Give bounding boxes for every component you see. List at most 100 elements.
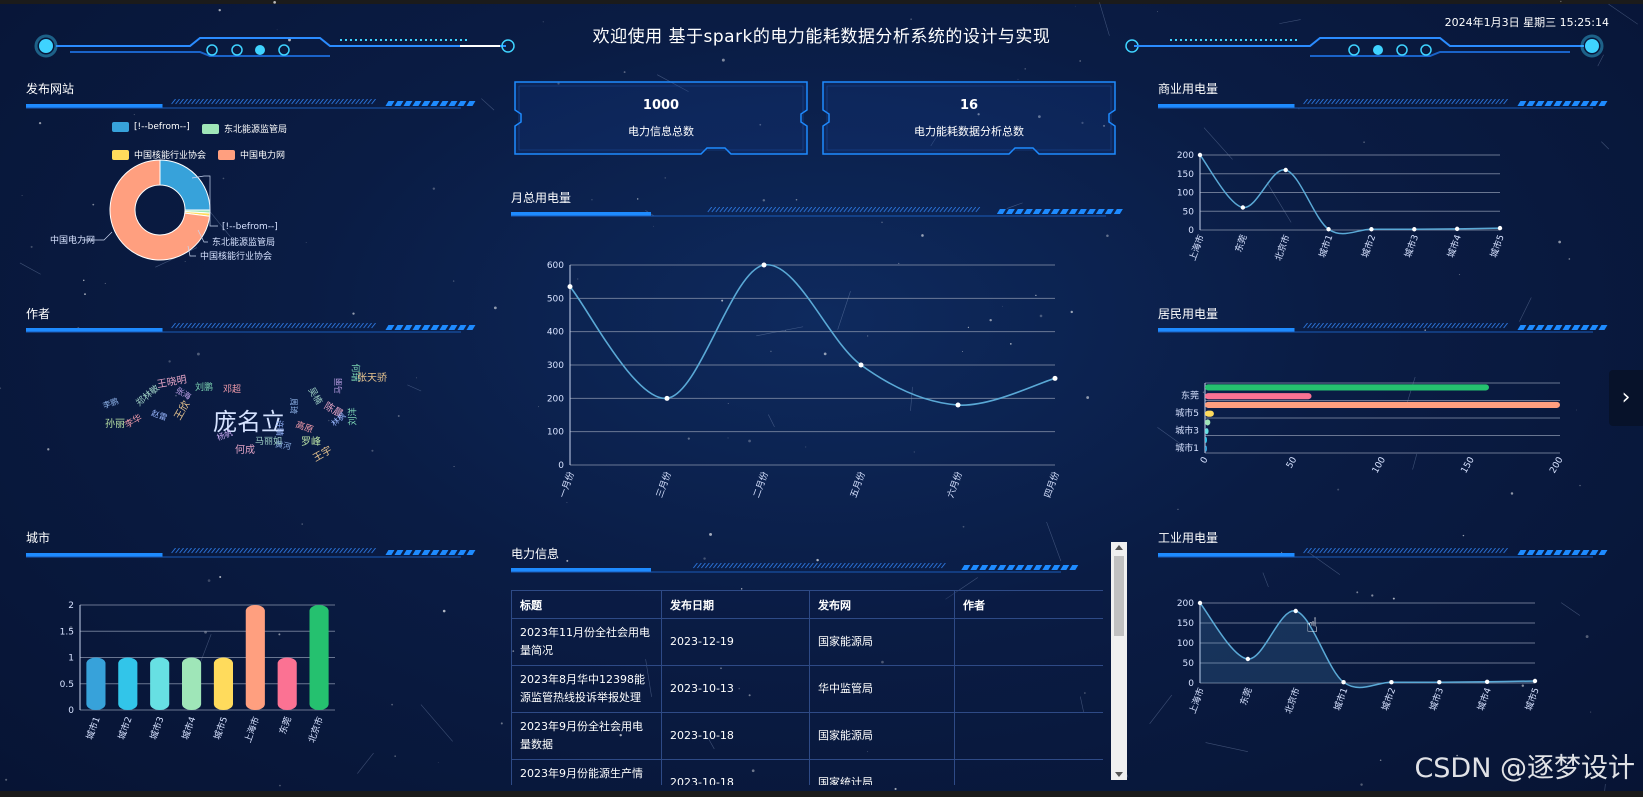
title-bar-hatch	[1455, 548, 1460, 554]
title-bar-hatch	[789, 563, 794, 569]
title-bar-hatch	[881, 563, 886, 569]
title-bar-hatch	[815, 207, 821, 213]
title-bar-chevron	[385, 101, 395, 106]
title-bar-hatch	[757, 563, 762, 569]
table-row[interactable]: 2023年8月华中12398能源监管热线投诉举报处理 2023-10-13 华中…	[511, 665, 1103, 713]
x-tick-label: 东莞	[1237, 686, 1254, 707]
star	[453, 466, 455, 468]
title-bar-hatch	[785, 563, 790, 569]
word-cloud-word: 张天骄	[357, 373, 387, 384]
legend-label: [!--befrom--]	[134, 122, 190, 132]
star	[5, 778, 8, 781]
table-row[interactable]: 2023年9月份全社会用电量数据 2023-10-18 国家能源局	[511, 712, 1103, 760]
title-bar-hatch	[767, 207, 773, 213]
title-bar-hatch	[1443, 323, 1448, 329]
y-tick-label: 东莞	[1181, 389, 1199, 401]
column-header-site[interactable]: 发布网	[809, 590, 955, 619]
title-bar-hatch	[187, 548, 192, 554]
scroll-down-icon[interactable]	[1115, 772, 1123, 777]
title-bar-hatch	[749, 563, 754, 569]
title-bar-chevron	[1050, 209, 1060, 214]
title-bar-hatch	[179, 323, 184, 329]
title-bar-chevron	[970, 565, 980, 570]
title-bar-hatch	[275, 548, 280, 554]
title-bar-hatch	[821, 563, 826, 569]
scroll-up-icon[interactable]	[1115, 545, 1123, 550]
data-point	[858, 362, 864, 368]
next-page-button[interactable]: ›	[1609, 370, 1643, 426]
title-bar-hatch	[771, 207, 777, 213]
title-bar-chevron	[1517, 325, 1527, 330]
title-bar-hatch	[711, 207, 717, 213]
x-tick-label: 北京市	[1272, 233, 1293, 262]
star	[432, 187, 436, 190]
title-bar-hatch	[307, 548, 312, 554]
title-bar-chevron	[1041, 209, 1051, 214]
bar	[1205, 445, 1207, 452]
title-bar-hatch	[267, 548, 272, 554]
title-bar-hatch	[299, 99, 304, 105]
column-header-date[interactable]: 发布日期	[661, 590, 810, 619]
title-bar-hatch	[897, 563, 902, 569]
data-point	[1437, 680, 1442, 685]
word-cloud-word: 高原	[294, 420, 315, 436]
table-row[interactable]: 2023年11月份全社会用电量简况 2023-12-19 国家能源局	[511, 618, 1103, 666]
title-bar-chevron	[412, 325, 422, 330]
title-bar-hatch	[231, 548, 236, 554]
title-bar-chevron	[457, 550, 467, 555]
title-bar-hatch	[367, 323, 372, 329]
star	[1424, 329, 1426, 331]
title-bar-solid	[1158, 104, 1295, 108]
title-bar-hatch	[283, 99, 288, 105]
title-bar-hatch	[929, 563, 934, 569]
x-tick-label: 城市4	[1445, 233, 1464, 260]
legend-item[interactable]: 中国核能行业协会	[112, 148, 206, 161]
word-cloud-word: 王欣	[172, 399, 193, 423]
title-bar-sites	[26, 99, 476, 109]
title-bar-hatch	[791, 207, 797, 213]
word-cloud-word: 赵雷	[150, 408, 169, 423]
legend-item[interactable]: [!--befrom--]	[112, 122, 190, 132]
title-bar-chevron	[403, 101, 413, 106]
title-bar-hatch	[295, 323, 300, 329]
title-bar-hatch	[835, 207, 841, 213]
x-tick-label: 城市3	[1427, 686, 1446, 712]
legend-item[interactable]: 东北能源监管局	[202, 122, 287, 135]
title-bar-hatch	[799, 207, 805, 213]
x-tick-label: 北京市	[1282, 686, 1303, 715]
title-bar-hatch	[839, 207, 845, 213]
title-bar-hatch	[247, 323, 252, 329]
title-bar-hatch	[755, 207, 761, 213]
bar	[1205, 393, 1312, 400]
star	[207, 579, 211, 582]
scrollbar-thumb[interactable]	[1114, 556, 1124, 636]
particle-line	[1149, 694, 1173, 724]
table-row[interactable]: 2023年9月份能源生产情况 2023-10-18 国家统计局	[511, 759, 1103, 785]
info-table-container[interactable]: 标题 发布日期 发布网 作者 2023年11月份全社会用电量简况 2023-12…	[511, 590, 1103, 785]
title-bar-hatch	[1375, 323, 1380, 329]
title-bar-hatch	[363, 548, 368, 554]
star	[721, 299, 724, 302]
title-bar-hatch	[793, 563, 798, 569]
table-scrollbar[interactable]	[1111, 542, 1127, 780]
word-cloud-main: 庞名立	[213, 408, 285, 436]
cell-site: 华中监管局	[809, 665, 955, 713]
y-tick-label: 城市3	[1175, 424, 1199, 436]
data-point	[1197, 152, 1203, 158]
column-header-author[interactable]: 作者	[954, 590, 1103, 619]
x-tick-label: 200	[1548, 455, 1565, 475]
title-bar-hatch	[1371, 323, 1376, 329]
title-bar-hatch	[235, 548, 240, 554]
title-bar-hatch	[1307, 548, 1312, 554]
column-header-title[interactable]: 标题	[511, 590, 662, 619]
word-cloud-word: 马丽	[334, 378, 343, 394]
star	[1568, 258, 1571, 260]
title-bar-hatch	[1487, 323, 1492, 329]
title-bar-chevron	[421, 550, 431, 555]
title-bar-hatch	[283, 548, 288, 554]
star	[538, 406, 540, 408]
legend-item[interactable]: 中国电力网	[218, 148, 285, 161]
pie-label: 中国核能行业协会	[200, 250, 272, 262]
x-tick-label: 城市5	[211, 715, 230, 741]
star	[762, 199, 766, 202]
